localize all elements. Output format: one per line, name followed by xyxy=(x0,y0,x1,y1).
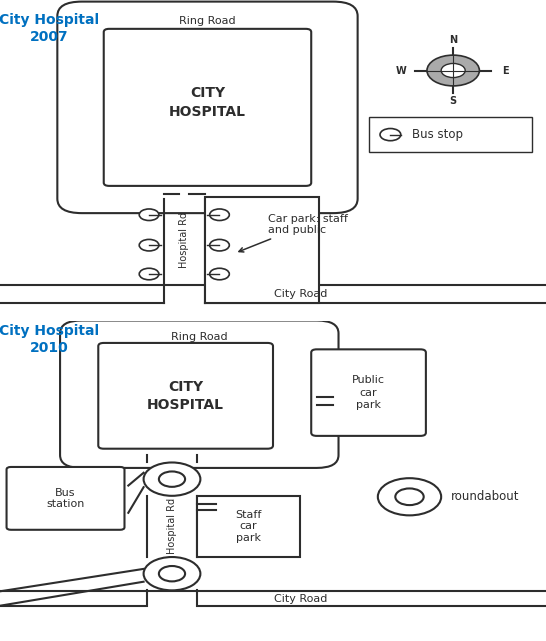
Circle shape xyxy=(395,488,424,505)
FancyBboxPatch shape xyxy=(311,349,426,436)
Text: E: E xyxy=(502,65,508,76)
Circle shape xyxy=(139,239,159,251)
FancyBboxPatch shape xyxy=(57,1,358,213)
FancyBboxPatch shape xyxy=(369,117,532,152)
Circle shape xyxy=(210,239,229,251)
Text: Hospital Rd: Hospital Rd xyxy=(167,497,177,554)
Circle shape xyxy=(159,471,185,487)
Circle shape xyxy=(441,63,465,78)
Text: City Road: City Road xyxy=(274,594,327,604)
Circle shape xyxy=(427,55,479,86)
Circle shape xyxy=(210,209,229,221)
Text: City Hospital
2007: City Hospital 2007 xyxy=(0,13,99,44)
Text: CITY
HOSPITAL: CITY HOSPITAL xyxy=(147,379,224,412)
Text: City Road: City Road xyxy=(274,289,327,299)
Text: CITY
HOSPITAL: CITY HOSPITAL xyxy=(169,87,246,119)
Circle shape xyxy=(210,268,229,279)
Text: Public
car
park: Public car park xyxy=(352,375,385,410)
Text: W: W xyxy=(396,65,407,76)
Bar xyxy=(197,496,300,557)
FancyBboxPatch shape xyxy=(60,320,339,468)
Text: City Hospital
2010: City Hospital 2010 xyxy=(0,324,99,355)
Text: Staff
car
park: Staff car park xyxy=(235,510,262,543)
FancyBboxPatch shape xyxy=(104,29,311,186)
Text: roundabout: roundabout xyxy=(450,490,519,503)
Text: S: S xyxy=(449,96,457,106)
Text: Car park: staff
and public: Car park: staff and public xyxy=(239,213,347,252)
Text: Hospital Rd: Hospital Rd xyxy=(179,212,189,269)
Text: N: N xyxy=(449,35,457,45)
Bar xyxy=(205,197,319,303)
Text: Ring Road: Ring Road xyxy=(171,331,228,342)
Circle shape xyxy=(139,209,159,221)
FancyBboxPatch shape xyxy=(7,467,124,529)
Circle shape xyxy=(159,566,185,581)
Circle shape xyxy=(144,557,200,590)
Circle shape xyxy=(380,128,401,141)
Text: Bus
station: Bus station xyxy=(46,488,85,509)
Circle shape xyxy=(144,463,200,496)
Text: Ring Road: Ring Road xyxy=(179,16,236,26)
FancyBboxPatch shape xyxy=(98,343,273,449)
Circle shape xyxy=(139,268,159,279)
Text: Bus stop: Bus stop xyxy=(412,128,463,141)
Circle shape xyxy=(378,478,441,515)
